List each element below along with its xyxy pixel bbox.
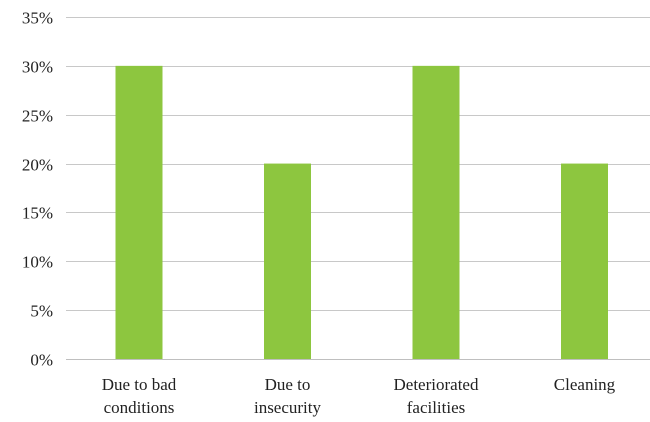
y-tick-label: 10% xyxy=(22,253,53,272)
gridlines xyxy=(66,17,650,311)
x-tick-label: Due to insecurity xyxy=(254,375,322,417)
bar xyxy=(412,65,460,359)
bar xyxy=(115,65,163,359)
x-tick-label: Cleaning xyxy=(554,375,616,394)
y-axis-ticks: 0% 5% 10% 15% 20% 25% 30% 35% xyxy=(22,9,53,370)
y-tick-label: 20% xyxy=(22,156,53,175)
bar xyxy=(264,163,311,359)
x-tick-label: Due to bad conditions xyxy=(102,375,177,417)
bars xyxy=(115,65,608,359)
x-tick-label: Deteriorated facilities xyxy=(394,375,479,417)
x-axis-labels: Due to bad conditions Due to insecurity Dete… xyxy=(102,375,616,417)
y-tick-label: 5% xyxy=(30,302,53,321)
y-tick-label: 30% xyxy=(22,58,53,77)
y-tick-label: 15% xyxy=(22,204,53,223)
y-tick-label: 0% xyxy=(30,351,53,370)
bar xyxy=(561,163,608,359)
y-tick-label: 35% xyxy=(22,9,53,28)
y-tick-label: 25% xyxy=(22,107,53,126)
